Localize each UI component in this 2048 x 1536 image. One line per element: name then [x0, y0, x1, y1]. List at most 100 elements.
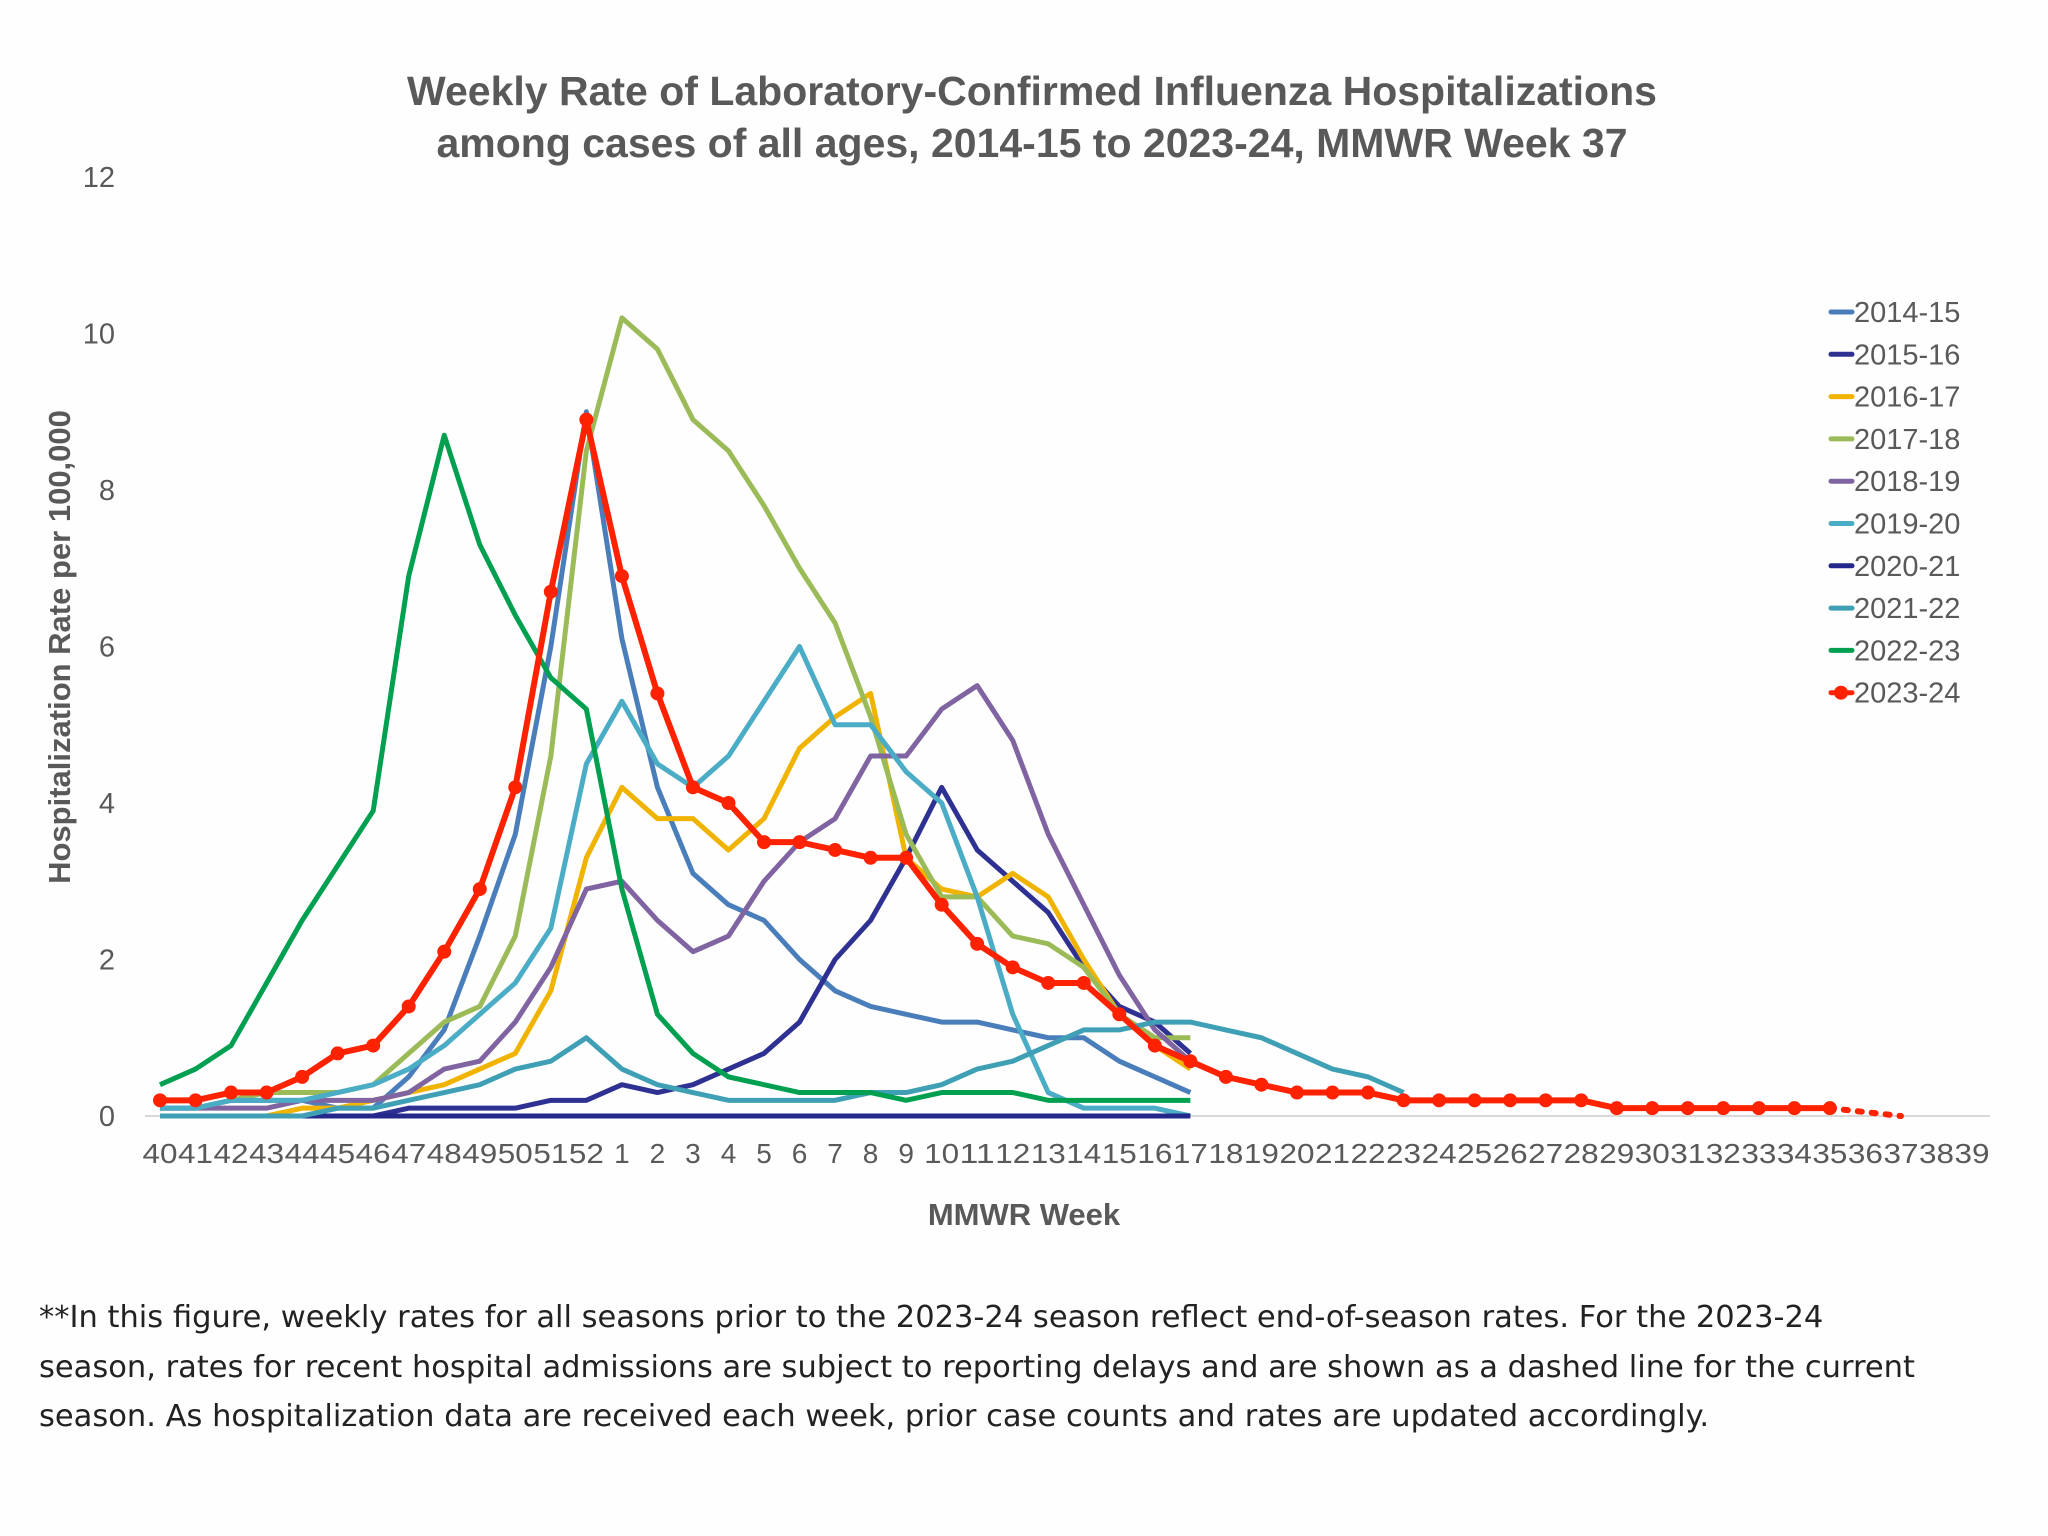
- x-tick-label: 19: [1244, 1138, 1279, 1169]
- data-point-2023-24: [579, 412, 594, 427]
- data-point-2023-24: [1822, 1101, 1837, 1116]
- legend-label: 2016-17: [1854, 382, 1960, 414]
- y-axis-ticks: 0 2 4 6 8 10 12: [83, 162, 115, 1133]
- x-tick-label: 38: [1919, 1138, 1954, 1169]
- data-point-2023-24: [1538, 1093, 1553, 1108]
- x-tick-label: 27: [1528, 1138, 1563, 1169]
- x-tick-label: 20: [1279, 1138, 1314, 1169]
- y-tick-label: 0: [99, 1101, 115, 1133]
- data-point-2023-24: [757, 835, 772, 850]
- data-point-2023-24: [1574, 1093, 1589, 1108]
- data-point-2023-24: [1645, 1101, 1660, 1116]
- legend-label: 2019-20: [1854, 509, 1960, 541]
- data-point-2023-24: [1218, 1069, 1233, 1084]
- data-point-2023-24: [1503, 1093, 1518, 1108]
- x-tick-label: 30: [1635, 1138, 1670, 1169]
- footnote-line-2: season, rates for recent hospital admiss…: [39, 1350, 1915, 1385]
- x-tick-label: 41: [178, 1138, 213, 1169]
- x-tick-label: 10: [924, 1138, 959, 1169]
- x-tick-label: 46: [356, 1138, 391, 1169]
- series-line-2017-18: [160, 315, 1191, 1111]
- x-tick-label: 18: [1208, 1138, 1243, 1169]
- x-tick-label: 24: [1422, 1138, 1457, 1169]
- legend-item-2022-23: 2022-23: [1828, 635, 1960, 667]
- legend-item-2018-19: 2018-19: [1828, 466, 1960, 498]
- legend-label: 2022-23: [1854, 635, 1960, 667]
- data-point-2023-24: [934, 897, 949, 912]
- x-tick-label: 6: [792, 1138, 808, 1169]
- data-point-2023-24: [1147, 1038, 1162, 1053]
- data-point-2023-24: [1289, 1085, 1304, 1100]
- x-tick-label: 42: [214, 1138, 249, 1169]
- data-point-2023-24: [1751, 1101, 1766, 1116]
- data-point-2023-24: [1112, 1007, 1127, 1022]
- data-point-2023-24: [1183, 1054, 1198, 1069]
- data-point-2023-24: [721, 796, 736, 810]
- y-tick-label: 4: [99, 788, 115, 820]
- legend-item-2016-17: 2016-17: [1828, 382, 1960, 414]
- x-tick-label: 47: [391, 1138, 426, 1169]
- chart-title-line-2: among cases of all ages, 2014-15 to 2023…: [436, 120, 1627, 166]
- x-tick-label: 50: [498, 1138, 533, 1169]
- data-point-2023-24: [366, 1038, 381, 1053]
- y-tick-label: 2: [99, 945, 115, 977]
- x-tick-label: 32: [1706, 1138, 1741, 1169]
- x-tick-label: 43: [249, 1138, 284, 1169]
- series-line-2019-20: [160, 644, 1191, 1119]
- data-point-2023-24: [1396, 1093, 1411, 1108]
- x-tick-label: 29: [1599, 1138, 1634, 1169]
- x-tick-label: 31: [1670, 1138, 1705, 1169]
- y-tick-label: 12: [83, 162, 115, 194]
- legend-label: 2021-22: [1854, 593, 1960, 625]
- x-axis-ticks: 40 41 42 43 44 45 46 47 48 49 50 51 52 1 2 3 4 5 6 7 8 9 10 11 1…: [143, 1138, 1990, 1169]
- legend-item-2014-15: 2014-15: [1828, 297, 1960, 329]
- x-tick-label: 23: [1386, 1138, 1421, 1169]
- data-point-2023-24: [1076, 975, 1091, 990]
- x-tick-label: 17: [1173, 1138, 1208, 1169]
- data-point-2023-24: [970, 936, 985, 951]
- x-tick-label: 3: [685, 1138, 701, 1169]
- y-tick-label: 6: [99, 632, 115, 664]
- series-line-2021-22: [160, 1019, 1405, 1119]
- x-tick-label: 33: [1741, 1138, 1776, 1169]
- legend-label: 2023-24: [1854, 678, 1960, 710]
- data-point-2023-24: [259, 1085, 274, 1100]
- data-point-2023-24: [153, 1093, 167, 1108]
- data-point-2023-24: [792, 835, 807, 850]
- x-tick-label: 21: [1315, 1138, 1350, 1169]
- x-tick-label: 26: [1493, 1138, 1528, 1169]
- y-axis-label: Hospitalization Rate per 100,000: [42, 410, 77, 884]
- x-tick-label: 22: [1351, 1138, 1386, 1169]
- data-point-2023-24: [1609, 1101, 1624, 1116]
- legend-item-2019-20: 2019-20: [1828, 509, 1960, 541]
- x-tick-label: 16: [1137, 1138, 1172, 1169]
- data-point-2023-24: [828, 842, 843, 857]
- legend-item-2015-16: 2015-16: [1828, 339, 1960, 371]
- x-tick-label: 35: [1812, 1138, 1847, 1169]
- legend-label: 2017-18: [1854, 424, 1960, 456]
- x-tick-label: 1: [614, 1138, 630, 1169]
- x-axis-label: MMWR Week: [928, 1197, 1121, 1232]
- data-point-2023-24: [1432, 1093, 1447, 1108]
- x-tick-label: 15: [1102, 1138, 1137, 1169]
- x-tick-label: 40: [143, 1138, 178, 1169]
- x-tick-label: 49: [462, 1138, 497, 1169]
- data-point-2023-24: [1254, 1077, 1269, 1092]
- x-tick-label: 45: [320, 1138, 355, 1169]
- x-tick-label: 44: [285, 1138, 320, 1169]
- data-point-2023-24: [295, 1069, 310, 1084]
- legend-marker: [1834, 685, 1848, 700]
- data-point-2023-24: [863, 850, 878, 865]
- legend-item-2017-18: 2017-18: [1828, 424, 1960, 456]
- y-tick-label: 8: [99, 475, 115, 507]
- x-tick-label: 25: [1457, 1138, 1492, 1169]
- x-tick-label: 7: [827, 1138, 843, 1169]
- x-tick-label: 8: [863, 1138, 879, 1169]
- data-point-2023-24: [1680, 1101, 1695, 1116]
- x-tick-label: 11: [960, 1138, 995, 1169]
- x-tick-label: 28: [1564, 1138, 1599, 1169]
- data-point-2023-24: [1041, 975, 1056, 990]
- data-point-2023-24: [224, 1085, 239, 1100]
- series-lines: [153, 315, 1904, 1119]
- data-point-2023-24: [472, 882, 487, 897]
